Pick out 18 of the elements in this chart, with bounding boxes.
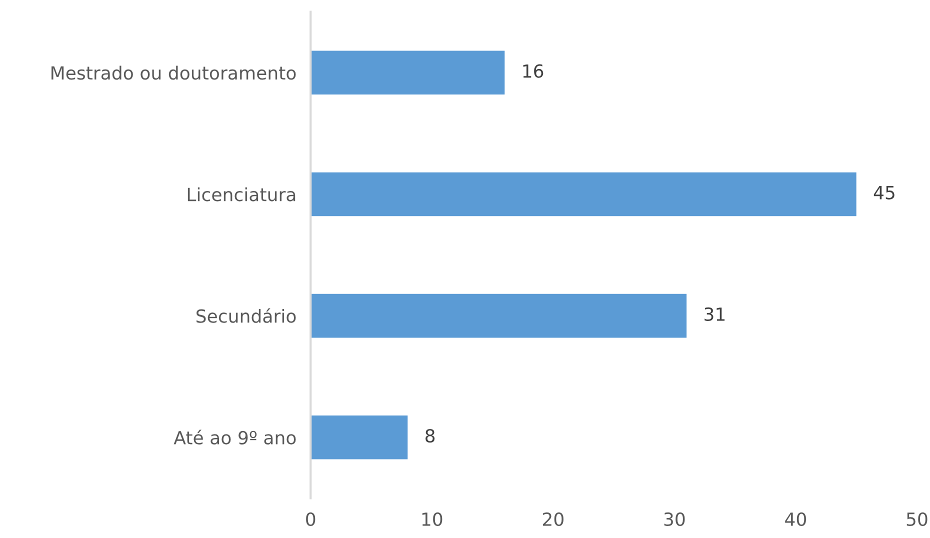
- y-tick-label: Licenciatura: [188, 187, 296, 202]
- bar: [310, 294, 687, 338]
- data-label: 31: [704, 307, 725, 322]
- x-tick-label: 10: [422, 512, 442, 526]
- y-tick-label: Até ao 9º ano: [174, 430, 296, 445]
- data-label: 8: [426, 428, 435, 443]
- x-tick-label: 40: [785, 512, 806, 526]
- x-tick-label: 20: [543, 512, 564, 526]
- bar: [310, 172, 856, 216]
- data-label: 45: [874, 186, 894, 200]
- y-tick-label: Mestrado ou doutoramento: [52, 66, 296, 80]
- y-tick-label: Secundário: [196, 308, 296, 323]
- x-tick-label: 30: [664, 512, 685, 526]
- bar: [310, 50, 505, 95]
- x-tick-label: 0: [306, 512, 316, 526]
- data-label: 16: [523, 64, 544, 78]
- bar: [310, 416, 408, 460]
- x-tick-label: 50: [906, 512, 928, 526]
